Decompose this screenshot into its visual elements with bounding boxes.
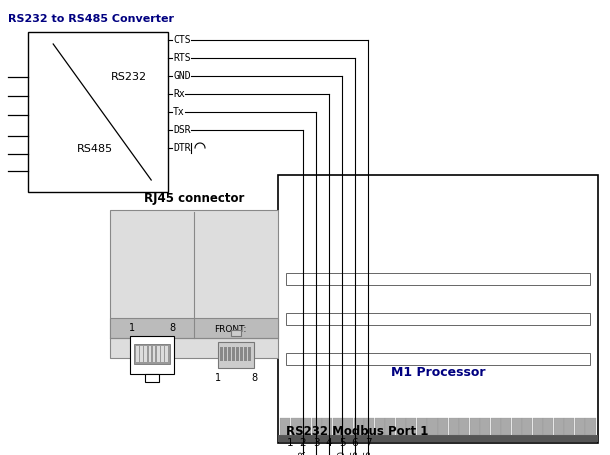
- Bar: [136, 346, 138, 362]
- Bar: [280, 418, 290, 435]
- Bar: [286, 353, 590, 365]
- Bar: [586, 418, 595, 435]
- Bar: [501, 418, 511, 435]
- Text: RS232: RS232: [111, 72, 147, 82]
- Text: 4: 4: [326, 438, 332, 448]
- Bar: [290, 418, 301, 435]
- Bar: [470, 418, 479, 435]
- Bar: [134, 344, 170, 364]
- Bar: [110, 318, 278, 338]
- Bar: [375, 418, 385, 435]
- Bar: [110, 210, 278, 358]
- Bar: [396, 418, 406, 435]
- Bar: [236, 347, 239, 361]
- Bar: [575, 418, 585, 435]
- Bar: [490, 418, 501, 435]
- Bar: [244, 347, 246, 361]
- Bar: [301, 418, 311, 435]
- Bar: [554, 418, 564, 435]
- Bar: [332, 418, 343, 435]
- Text: Tx: Tx: [173, 107, 185, 117]
- Bar: [286, 273, 590, 285]
- Text: 5: 5: [339, 438, 345, 448]
- Text: GND: GND: [173, 71, 190, 81]
- Bar: [28, 32, 168, 192]
- Bar: [428, 418, 437, 435]
- Bar: [406, 418, 417, 435]
- Bar: [218, 342, 254, 368]
- Bar: [224, 347, 226, 361]
- Bar: [240, 347, 243, 361]
- Bar: [480, 418, 490, 435]
- Bar: [459, 418, 469, 435]
- Text: DSR: DSR: [298, 450, 307, 455]
- Text: RTS: RTS: [351, 450, 359, 455]
- Text: M1 Processor: M1 Processor: [391, 366, 485, 379]
- Bar: [417, 418, 427, 435]
- Bar: [278, 435, 598, 442]
- Text: RS232 Modbus Port 1: RS232 Modbus Port 1: [286, 425, 428, 438]
- Text: 1: 1: [287, 438, 293, 448]
- Text: 7: 7: [365, 438, 371, 448]
- Bar: [228, 347, 231, 361]
- Text: Male: Male: [222, 343, 250, 353]
- Bar: [354, 418, 364, 435]
- Text: GND: GND: [337, 450, 346, 455]
- Bar: [343, 418, 353, 435]
- Text: FRONT:: FRONT:: [214, 325, 246, 334]
- Bar: [248, 347, 251, 361]
- Text: 1: 1: [129, 323, 135, 333]
- Text: RJ45 connector: RJ45 connector: [144, 192, 244, 205]
- Text: CTS: CTS: [173, 35, 190, 45]
- Text: 3: 3: [313, 438, 319, 448]
- Text: DTR: DTR: [173, 143, 190, 153]
- Bar: [544, 418, 553, 435]
- Bar: [286, 313, 590, 325]
- Bar: [231, 330, 241, 336]
- Text: RS485: RS485: [77, 144, 113, 154]
- Text: DSR: DSR: [173, 125, 190, 135]
- Bar: [149, 346, 151, 362]
- Bar: [152, 346, 156, 362]
- Text: 6: 6: [352, 438, 358, 448]
- Text: Female: Female: [131, 343, 173, 353]
- Bar: [232, 347, 234, 361]
- Text: 8: 8: [169, 323, 175, 333]
- Bar: [386, 418, 395, 435]
- Text: RS232 to RS485 Converter: RS232 to RS485 Converter: [8, 14, 174, 24]
- Bar: [322, 418, 332, 435]
- Text: 2: 2: [300, 438, 306, 448]
- Text: 1: 1: [215, 373, 221, 383]
- Text: Rx: Rx: [173, 89, 185, 99]
- Bar: [533, 418, 543, 435]
- Bar: [157, 346, 159, 362]
- Bar: [161, 346, 163, 362]
- Bar: [145, 346, 147, 362]
- Bar: [220, 347, 223, 361]
- Bar: [512, 418, 522, 435]
- Bar: [165, 346, 168, 362]
- Bar: [438, 418, 448, 435]
- Bar: [140, 346, 143, 362]
- Text: CTS: CTS: [364, 450, 373, 455]
- Bar: [278, 175, 598, 443]
- Bar: [312, 418, 321, 435]
- Text: RTS: RTS: [173, 53, 190, 63]
- Bar: [145, 374, 159, 382]
- Bar: [130, 336, 174, 374]
- Bar: [522, 418, 533, 435]
- Bar: [448, 418, 459, 435]
- Text: 8: 8: [251, 373, 257, 383]
- Bar: [564, 418, 575, 435]
- Bar: [364, 418, 375, 435]
